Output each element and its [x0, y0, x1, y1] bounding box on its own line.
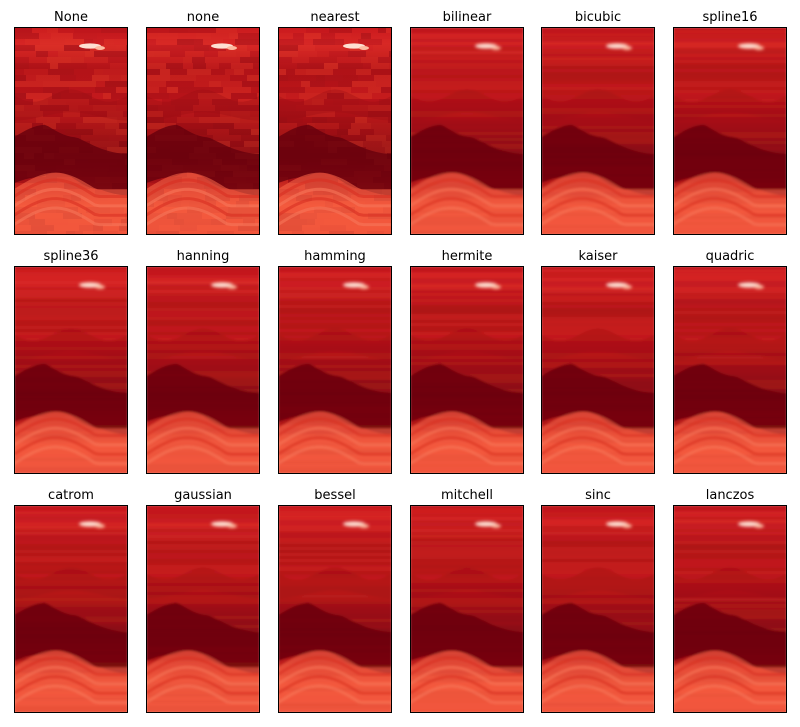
image-panel: bessel	[278, 488, 392, 713]
panel-title: quadric	[706, 249, 755, 264]
image-panel: bicubic	[541, 10, 655, 235]
image-content	[410, 266, 524, 474]
image-panel: hamming	[278, 249, 392, 474]
image-panel: spline16	[673, 10, 787, 235]
image-panel: quadric	[673, 249, 787, 474]
image-content	[14, 266, 128, 474]
image-panel: hanning	[146, 249, 260, 474]
image-panel: nearest	[278, 10, 392, 235]
image-panel: None	[14, 10, 128, 235]
panel-frame	[541, 27, 655, 235]
panel-title: spline16	[702, 10, 757, 25]
image-content	[541, 266, 655, 474]
image-content	[410, 27, 524, 235]
panel-frame	[541, 266, 655, 474]
image-content	[673, 266, 787, 474]
panel-title: bicubic	[575, 10, 621, 25]
panel-frame	[410, 266, 524, 474]
panel-frame	[278, 505, 392, 713]
panel-frame	[673, 505, 787, 713]
panel-title: hanning	[177, 249, 230, 264]
panel-frame	[541, 505, 655, 713]
image-content	[278, 266, 392, 474]
image-content	[278, 27, 392, 235]
panel-title: lanczos	[706, 488, 755, 503]
panel-title: hermite	[442, 249, 493, 264]
image-panel: lanczos	[673, 488, 787, 713]
image-panel: spline36	[14, 249, 128, 474]
panel-frame	[410, 505, 524, 713]
image-panel: sinc	[541, 488, 655, 713]
panel-frame	[14, 505, 128, 713]
image-panel: hermite	[410, 249, 524, 474]
panel-title: none	[187, 10, 219, 25]
panel-frame	[14, 266, 128, 474]
image-content	[541, 505, 655, 713]
panel-title: hamming	[304, 249, 366, 264]
panel-frame	[146, 27, 260, 235]
panel-title: None	[54, 10, 88, 25]
panel-frame	[278, 27, 392, 235]
image-content	[146, 27, 260, 235]
image-panel: gaussian	[146, 488, 260, 713]
image-content	[14, 505, 128, 713]
panel-title: bessel	[314, 488, 355, 503]
image-panel: catrom	[14, 488, 128, 713]
panel-frame	[146, 266, 260, 474]
panel-title: sinc	[585, 488, 611, 503]
image-content	[146, 505, 260, 713]
panel-frame	[410, 27, 524, 235]
image-panel: bilinear	[410, 10, 524, 235]
panel-title: nearest	[310, 10, 359, 25]
image-panel: none	[146, 10, 260, 235]
panel-grid: None none nearest bilinear bicubic spline16 sp…	[14, 10, 787, 713]
panel-title: bilinear	[443, 10, 492, 25]
panel-frame	[673, 266, 787, 474]
panel-title: gaussian	[174, 488, 232, 503]
panel-frame	[278, 266, 392, 474]
image-content	[673, 27, 787, 235]
image-content	[541, 27, 655, 235]
panel-frame	[673, 27, 787, 235]
image-panel: kaiser	[541, 249, 655, 474]
panel-title: spline36	[43, 249, 98, 264]
image-content	[278, 505, 392, 713]
image-panel: mitchell	[410, 488, 524, 713]
panel-title: kaiser	[579, 249, 619, 264]
panel-frame	[146, 505, 260, 713]
panel-frame	[14, 27, 128, 235]
panel-title: mitchell	[441, 488, 493, 503]
image-content	[673, 505, 787, 713]
panel-title: catrom	[48, 488, 94, 503]
image-content	[146, 266, 260, 474]
image-content	[14, 27, 128, 235]
image-content	[410, 505, 524, 713]
